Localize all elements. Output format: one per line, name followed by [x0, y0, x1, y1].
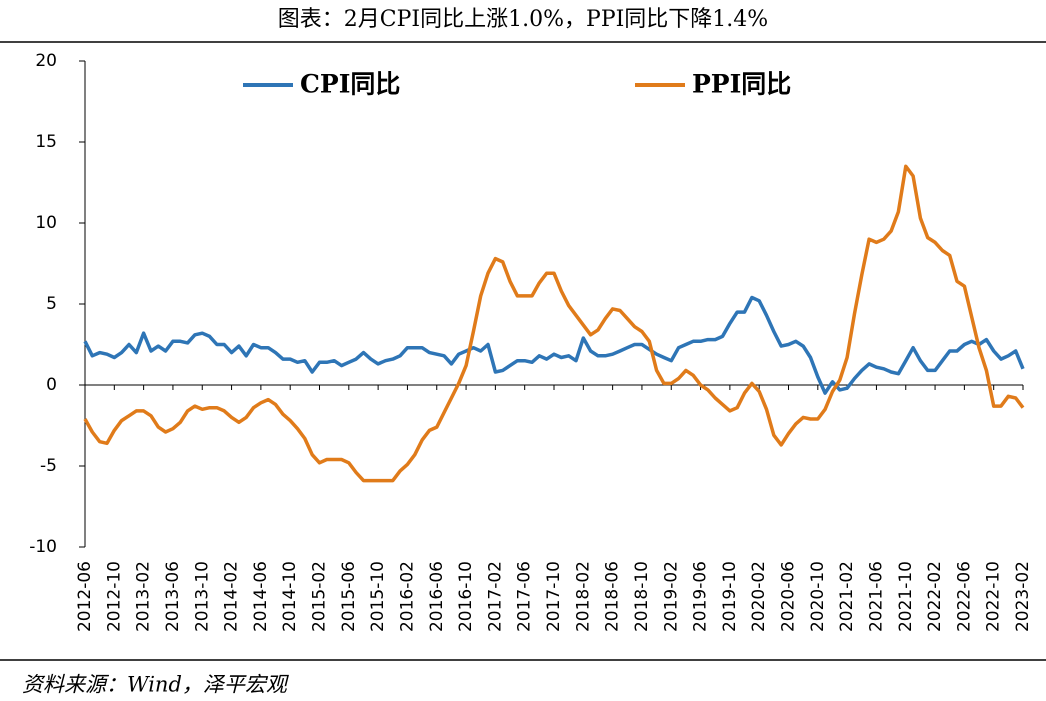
x-tick-label: 2016-02 [397, 561, 417, 632]
x-tick-label: 2013-02 [134, 561, 154, 632]
x-tick-label: 2022-06 [954, 561, 974, 632]
legend-label: PPI同比 [692, 70, 791, 99]
x-tick-label: 2015-02 [310, 561, 330, 632]
y-tick-label: -10 [29, 537, 57, 557]
x-tick-label: 2018-06 [603, 561, 623, 632]
y-tick-label: 20 [35, 51, 57, 71]
source-note: 资料来源：Wind，泽平宏观 [22, 673, 290, 697]
x-tick-label: 2014-10 [280, 561, 300, 632]
legend-label: CPI同比 [300, 70, 400, 99]
x-tick-label: 2019-10 [720, 561, 740, 632]
y-tick-label: 5 [46, 294, 57, 314]
x-tick-label: 2016-10 [456, 561, 476, 632]
x-tick-label: 2021-10 [896, 561, 916, 632]
y-tick-label: -5 [40, 456, 57, 476]
y-tick-label: 0 [46, 375, 57, 395]
x-tick-label: 2015-06 [339, 561, 359, 632]
x-tick-label: 2022-02 [925, 561, 945, 632]
y-tick-label: 10 [35, 213, 57, 233]
x-tick-label: 2023-02 [1013, 561, 1033, 632]
x-tick-label: 2015-10 [368, 561, 388, 632]
x-tick-label: 2012-06 [75, 561, 95, 632]
series-line [83, 295, 1025, 395]
x-tick-label: 2014-02 [222, 561, 242, 632]
x-tick-label: 2013-10 [192, 561, 212, 632]
x-tick-label: 2014-06 [251, 561, 271, 632]
chart-title: 图表：2月CPI同比上涨1.0%，PPI同比下降1.4% [278, 7, 768, 32]
series-line [83, 164, 1025, 483]
x-tick-label: 2019-06 [691, 561, 711, 632]
x-tick-label: 2021-02 [837, 561, 857, 632]
x-tick-label: 2012-10 [104, 561, 124, 632]
x-tick-label: 2019-02 [661, 561, 681, 632]
x-tick-label: 2020-06 [779, 561, 799, 632]
x-tick-label: 2020-10 [808, 561, 828, 632]
x-tick-label: 2017-02 [485, 561, 505, 632]
x-tick-label: 2020-02 [749, 561, 769, 632]
x-tick-label: 2017-06 [515, 561, 535, 632]
y-tick-label: 15 [35, 132, 57, 152]
x-tick-label: 2013-06 [163, 561, 183, 632]
x-tick-label: 2016-06 [427, 561, 447, 632]
x-tick-label: 2018-02 [573, 561, 593, 632]
x-tick-label: 2018-10 [632, 561, 652, 632]
x-tick-label: 2017-10 [544, 561, 564, 632]
x-tick-label: 2021-06 [866, 561, 886, 632]
x-tick-label: 2022-10 [984, 561, 1004, 632]
